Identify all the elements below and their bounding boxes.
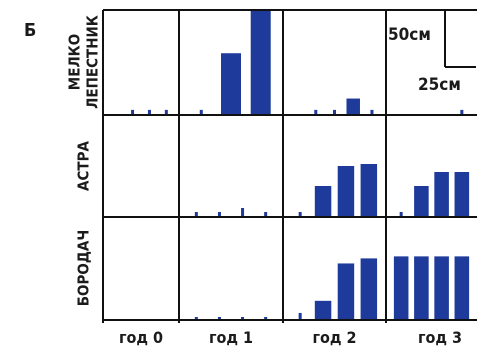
scale-horizontal-label: 25см bbox=[418, 75, 461, 95]
bar bbox=[314, 186, 332, 216]
bar bbox=[399, 212, 403, 216]
bar bbox=[164, 109, 168, 114]
bar bbox=[217, 316, 221, 319]
row-label-line: ЛЕПЕСТНИК bbox=[84, 15, 102, 109]
bar bbox=[250, 11, 271, 114]
bar bbox=[241, 208, 245, 216]
bar bbox=[337, 166, 355, 216]
bar bbox=[370, 109, 374, 114]
bar bbox=[264, 316, 268, 319]
column-label: год 0 bbox=[119, 328, 163, 347]
row-label-line: МЕЛКО bbox=[66, 34, 84, 90]
column-label: год 3 bbox=[418, 328, 462, 347]
row-labels: МЕЛКО ЛЕПЕСТНИК АСТРА БОРОДАЧ bbox=[66, 15, 102, 306]
row-label: МЕЛКО ЛЕПЕСТНИК bbox=[66, 15, 102, 109]
bar bbox=[434, 256, 449, 319]
panel-letter: Б bbox=[24, 20, 36, 41]
panel-grid bbox=[102, 9, 477, 323]
row-label-line: БОРОДАЧ bbox=[75, 230, 93, 306]
bar bbox=[346, 98, 360, 114]
bar bbox=[147, 109, 151, 114]
row-label: АСТРА bbox=[75, 141, 93, 191]
bar bbox=[393, 256, 409, 319]
bar bbox=[337, 263, 355, 319]
bar bbox=[264, 212, 268, 216]
bar bbox=[414, 186, 429, 216]
bar bbox=[314, 300, 332, 319]
bar bbox=[360, 258, 378, 319]
bar bbox=[199, 109, 203, 114]
scale-bar: 50см 25см bbox=[388, 10, 476, 95]
bar bbox=[434, 172, 449, 216]
bar bbox=[454, 256, 470, 319]
bar bbox=[333, 109, 336, 114]
column-label: год 1 bbox=[209, 328, 253, 347]
bar bbox=[217, 212, 221, 216]
bars bbox=[131, 11, 470, 319]
scale-vertical-label: 50см bbox=[388, 25, 431, 45]
row-label: БОРОДАЧ bbox=[75, 230, 93, 306]
bar bbox=[194, 212, 198, 216]
bar bbox=[221, 53, 241, 114]
bar bbox=[460, 109, 464, 114]
bar bbox=[131, 109, 135, 114]
bar bbox=[360, 164, 378, 216]
bar bbox=[298, 212, 302, 216]
bar bbox=[298, 312, 302, 319]
bar bbox=[194, 316, 198, 319]
bar bbox=[314, 109, 318, 114]
column-label: год 2 bbox=[312, 328, 356, 347]
bar bbox=[241, 316, 245, 319]
row-label-line: АСТРА bbox=[75, 141, 93, 191]
column-labels: год 0 год 1 год 2 год 3 bbox=[119, 328, 462, 347]
bar bbox=[454, 172, 470, 216]
bar bbox=[414, 256, 429, 319]
